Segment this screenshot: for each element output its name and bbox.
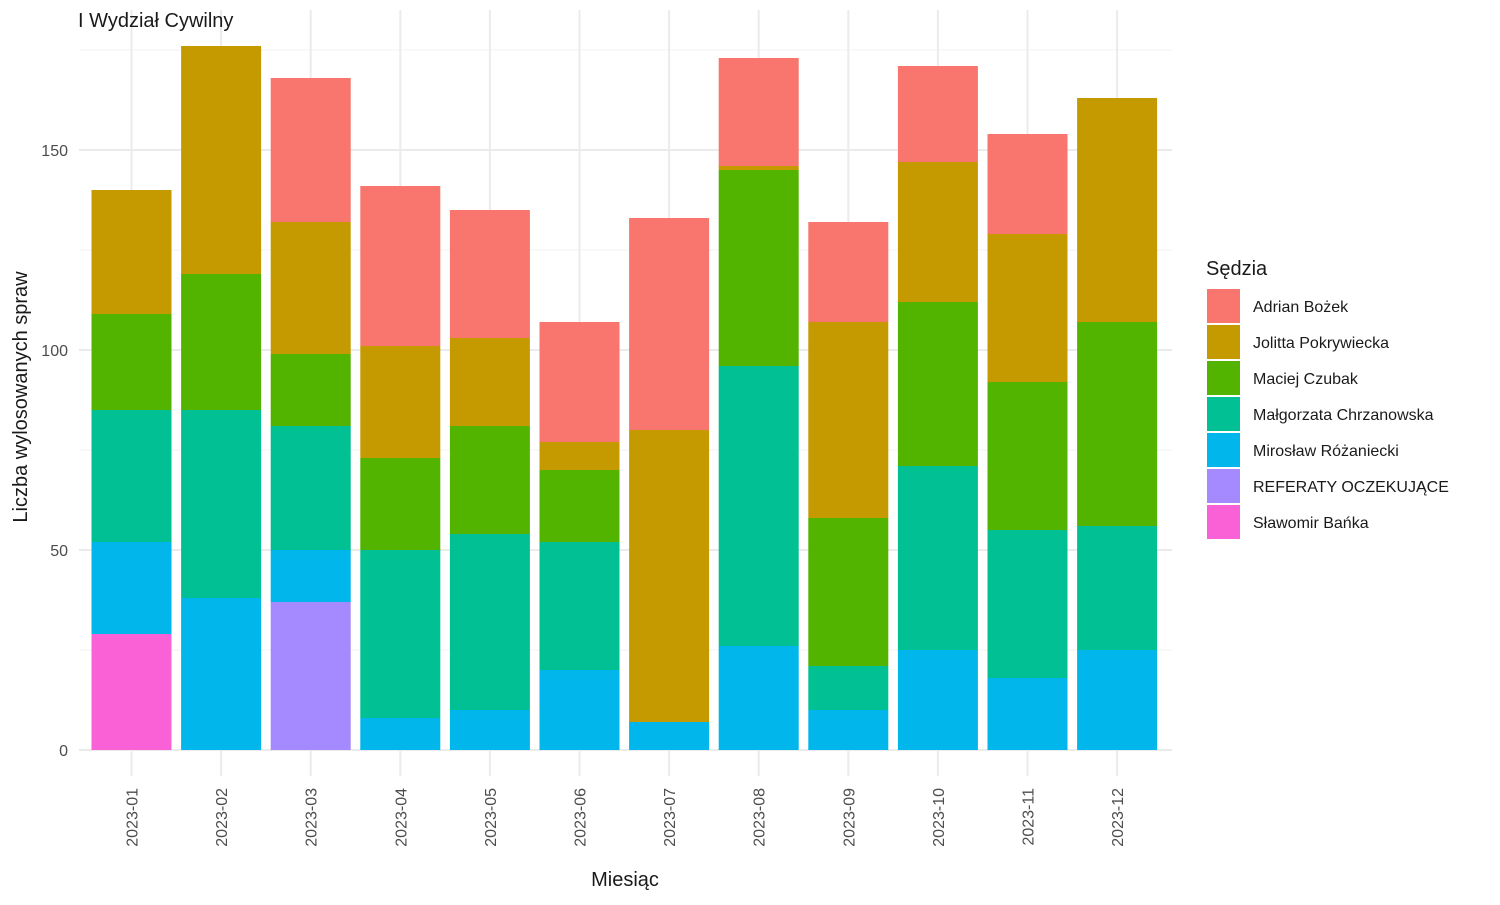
x-tick-label: 2023-01 <box>125 788 142 847</box>
legend-label: Sławomir Bańka <box>1253 515 1369 532</box>
legend-key <box>1207 433 1240 467</box>
y-tick-label: 0 <box>59 743 68 760</box>
x-tick-label: 2023-02 <box>214 788 231 847</box>
bar-segment <box>449 210 530 338</box>
bar-segment <box>808 322 889 518</box>
legend-key <box>1207 505 1240 539</box>
bar-segment <box>718 366 799 646</box>
bar-segment <box>1077 526 1158 650</box>
bar-segment <box>808 222 889 322</box>
axis-layer: 0 50 100 150 2023-01 2023-02 2023-03 2023-04 202… <box>41 143 1127 847</box>
bar-segment <box>897 66 978 162</box>
bar-segment <box>91 634 172 750</box>
bar-segment <box>360 550 441 718</box>
legend-label: Małgorzata Chrzanowska <box>1253 407 1434 424</box>
x-tick-label: 2023-08 <box>752 788 769 847</box>
bar-segment <box>539 670 620 750</box>
bar-segment <box>897 162 978 302</box>
bar-segment <box>360 186 441 346</box>
legend-label: REFERATY OCZEKUJĄCE <box>1253 479 1449 496</box>
bar-segment <box>270 602 351 750</box>
legend-label: Maciej Czubak <box>1253 371 1359 388</box>
bar-segment <box>181 274 262 410</box>
bar-segment <box>718 166 799 170</box>
bar-segment <box>181 410 262 598</box>
y-tick-label: 100 <box>41 343 68 360</box>
bar-segment <box>808 518 889 666</box>
bar-segment <box>987 382 1068 530</box>
chart-title: I Wydział Cywilny <box>78 10 233 32</box>
bar-segment <box>718 646 799 750</box>
bar-segment <box>539 470 620 542</box>
bar-segment <box>808 710 889 750</box>
bar-segment <box>270 354 351 426</box>
legend-key <box>1207 397 1240 431</box>
bar-segment <box>539 542 620 670</box>
bar-segment <box>360 458 441 550</box>
legend-label: Jolitta Pokrywiecka <box>1253 335 1389 352</box>
legend-key <box>1207 361 1240 395</box>
bar-segment <box>539 442 620 470</box>
bar-segment <box>181 46 262 274</box>
bar-segment <box>91 190 172 314</box>
bar-segment <box>897 466 978 650</box>
y-axis-title: Liczba wylosowanych spraw <box>10 271 32 523</box>
x-tick-label: 2023-10 <box>931 788 948 847</box>
bar-segment <box>629 430 710 722</box>
x-tick-label: 2023-05 <box>483 788 500 847</box>
bar-segment <box>808 666 889 710</box>
bar-segment <box>360 346 441 458</box>
legend-key <box>1207 325 1240 359</box>
legend-title: Sędzia <box>1206 258 1268 280</box>
legend-label: Mirosław Różaniecki <box>1253 443 1399 460</box>
bar-segment <box>539 322 620 442</box>
bar-segment <box>449 338 530 426</box>
x-tick-label: 2023-03 <box>304 788 321 847</box>
bar-segment <box>449 710 530 750</box>
bar-segment <box>270 426 351 550</box>
bar-segment <box>629 722 710 750</box>
bar-segment <box>1077 98 1158 322</box>
bar-segment <box>718 170 799 366</box>
bar-segment <box>181 598 262 750</box>
bar-segment <box>897 650 978 750</box>
bar-segment <box>270 550 351 602</box>
bar-segment <box>449 426 530 534</box>
x-tick-label: 2023-06 <box>573 788 590 847</box>
bar-segment <box>91 410 172 542</box>
bar-segment <box>1077 322 1158 526</box>
bar-segment <box>449 534 530 710</box>
legend-label: Adrian Bożek <box>1253 299 1349 316</box>
x-tick-label: 2023-07 <box>662 788 679 847</box>
y-tick-label: 150 <box>41 143 68 160</box>
bar-segment <box>360 718 441 750</box>
legend-key <box>1207 469 1240 503</box>
y-tick-label: 50 <box>50 543 68 560</box>
legend-key <box>1207 289 1240 323</box>
bar-segment <box>270 78 351 222</box>
bar-segment <box>987 530 1068 678</box>
legend: Sędzia Adrian Bożek Jolitta Pokrywiecka Ma… <box>1206 258 1449 539</box>
x-tick-label: 2023-04 <box>393 788 410 847</box>
bar-segment <box>629 218 710 430</box>
bar-segment <box>987 234 1068 382</box>
bar-segment <box>1077 650 1158 750</box>
bar-segment <box>897 302 978 466</box>
x-tick-label: 2023-12 <box>1110 788 1127 847</box>
x-axis-title: Miesiąc <box>591 869 659 891</box>
bars-layer <box>91 46 1158 750</box>
x-tick-label: 2023-09 <box>841 788 858 847</box>
bar-segment <box>718 58 799 166</box>
bar-segment <box>987 134 1068 234</box>
bar-segment <box>91 542 172 634</box>
bar-segment <box>270 222 351 354</box>
bar-segment <box>987 678 1068 750</box>
x-tick-label: 2023-11 <box>1021 788 1038 846</box>
bar-segment <box>91 314 172 410</box>
